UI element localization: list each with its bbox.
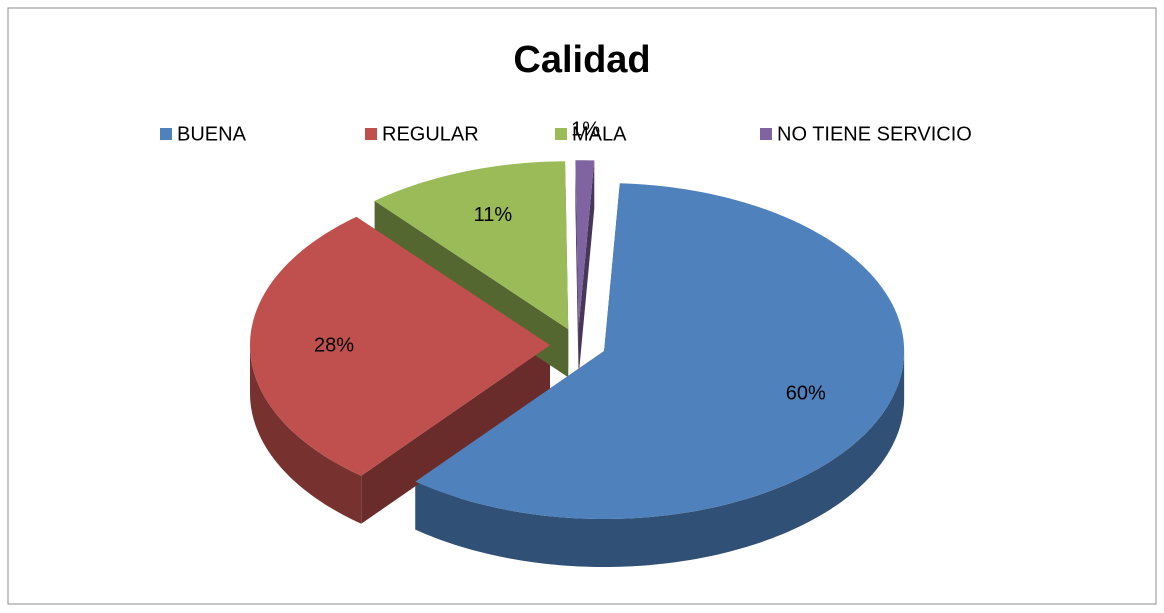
data-label: 1% — [571, 118, 600, 140]
data-label: 28% — [314, 335, 354, 357]
pie-slice — [250, 216, 551, 476]
legend-label: NO TIENE SERVICIO — [777, 123, 972, 145]
legend-swatch — [365, 128, 377, 140]
legend-swatch — [160, 128, 172, 140]
slice-cut-face — [361, 345, 551, 524]
slice-cut-face — [578, 160, 595, 377]
pie-slice — [575, 160, 595, 329]
slice-outer-wall — [250, 345, 362, 524]
slice-outer-wall — [415, 351, 905, 568]
pie-slice — [415, 183, 905, 520]
chart-title: Calidad — [513, 39, 650, 81]
data-label: 11% — [474, 204, 513, 226]
data-label: 60% — [786, 383, 826, 405]
legend-label: REGULAR — [382, 123, 479, 145]
legend-label: BUENA — [177, 123, 247, 145]
pie-slice — [374, 161, 569, 330]
legend-swatch — [555, 128, 567, 140]
slice-cut-face — [575, 160, 579, 377]
legend-label: MALA — [572, 123, 627, 145]
legend-swatch — [760, 128, 772, 140]
